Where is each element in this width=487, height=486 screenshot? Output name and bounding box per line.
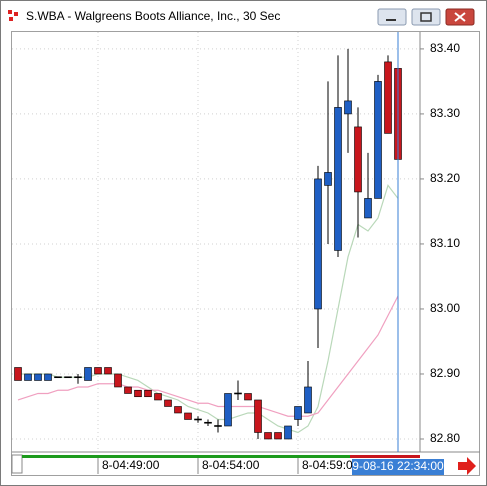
candle-body (194, 418, 202, 421)
scroll-box[interactable] (11, 454, 23, 474)
candle-body (254, 399, 262, 433)
x-tick-label: 8-04:54:00 (202, 458, 260, 472)
candle-body (174, 406, 182, 414)
candle-body (314, 178, 322, 310)
cursor-label-box (352, 459, 444, 475)
candle-body (164, 399, 172, 407)
y-tick-label: 83.10 (430, 236, 460, 250)
candle-body (124, 386, 132, 394)
candle-body (324, 172, 332, 186)
candle-body (44, 373, 52, 381)
candle-body (384, 61, 392, 134)
candle-body (224, 393, 232, 427)
candle-body (214, 425, 222, 427)
candle-body (284, 425, 292, 440)
candle-body (134, 389, 142, 398)
candle-body (114, 373, 122, 388)
chart-frame (11, 31, 480, 476)
y-tick-label: 83.20 (430, 171, 460, 185)
candle-body (54, 376, 62, 379)
candle-body (244, 393, 252, 401)
candle-body (264, 432, 272, 440)
candle-body (24, 373, 32, 381)
candle-body (204, 421, 212, 424)
candle-body (14, 367, 22, 381)
maximize-button[interactable] (411, 8, 441, 26)
candle-body (364, 198, 372, 219)
moving-average (17, 295, 399, 417)
minimize-button[interactable] (377, 8, 407, 26)
scroll-right-arrow[interactable] (458, 457, 476, 475)
candle-body (294, 406, 302, 420)
y-tick-label: 83.00 (430, 301, 460, 315)
candle-body (334, 107, 342, 251)
candle-body (354, 126, 362, 193)
scrollbar-live[interactable] (350, 455, 420, 458)
candle-body (274, 432, 282, 440)
y-tick-label: 83.30 (430, 106, 460, 120)
x-tick-label: 8-04:59:00 (302, 458, 360, 472)
candle-body (184, 412, 192, 420)
cursor-label: 9-08-16 22:34:00 (352, 459, 444, 473)
candle-body (74, 376, 82, 379)
candle-body (64, 376, 72, 379)
candle-body (374, 81, 382, 199)
candle-body (144, 389, 152, 398)
app-icon (8, 10, 18, 21)
close-button[interactable] (445, 8, 475, 26)
candle-body (84, 367, 92, 381)
candle-body (34, 373, 42, 381)
y-tick-label: 82.80 (430, 431, 460, 445)
scrollbar-history[interactable] (22, 455, 350, 458)
x-tick-label: 8-04:49:00 (102, 458, 160, 472)
candle-body (104, 367, 112, 375)
candle-body (344, 100, 352, 115)
candle-body (234, 392, 242, 395)
y-tick-label: 82.90 (430, 366, 460, 380)
plot (12, 32, 420, 452)
candle-body (304, 386, 312, 414)
candle-body (94, 367, 102, 375)
y-tick-label: 83.40 (430, 41, 460, 55)
candle-body (154, 393, 162, 401)
window-title: S.WBA - Walgreens Boots Alliance, Inc., … (26, 9, 280, 23)
